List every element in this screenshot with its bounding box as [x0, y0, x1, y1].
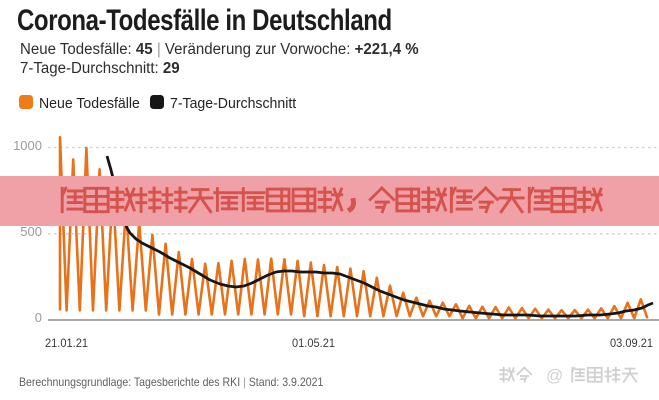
svg-text:500: 500	[20, 224, 42, 239]
svg-text:1000: 1000	[13, 138, 42, 153]
svg-text:@: @	[546, 366, 563, 385]
svg-text:0: 0	[35, 310, 42, 325]
